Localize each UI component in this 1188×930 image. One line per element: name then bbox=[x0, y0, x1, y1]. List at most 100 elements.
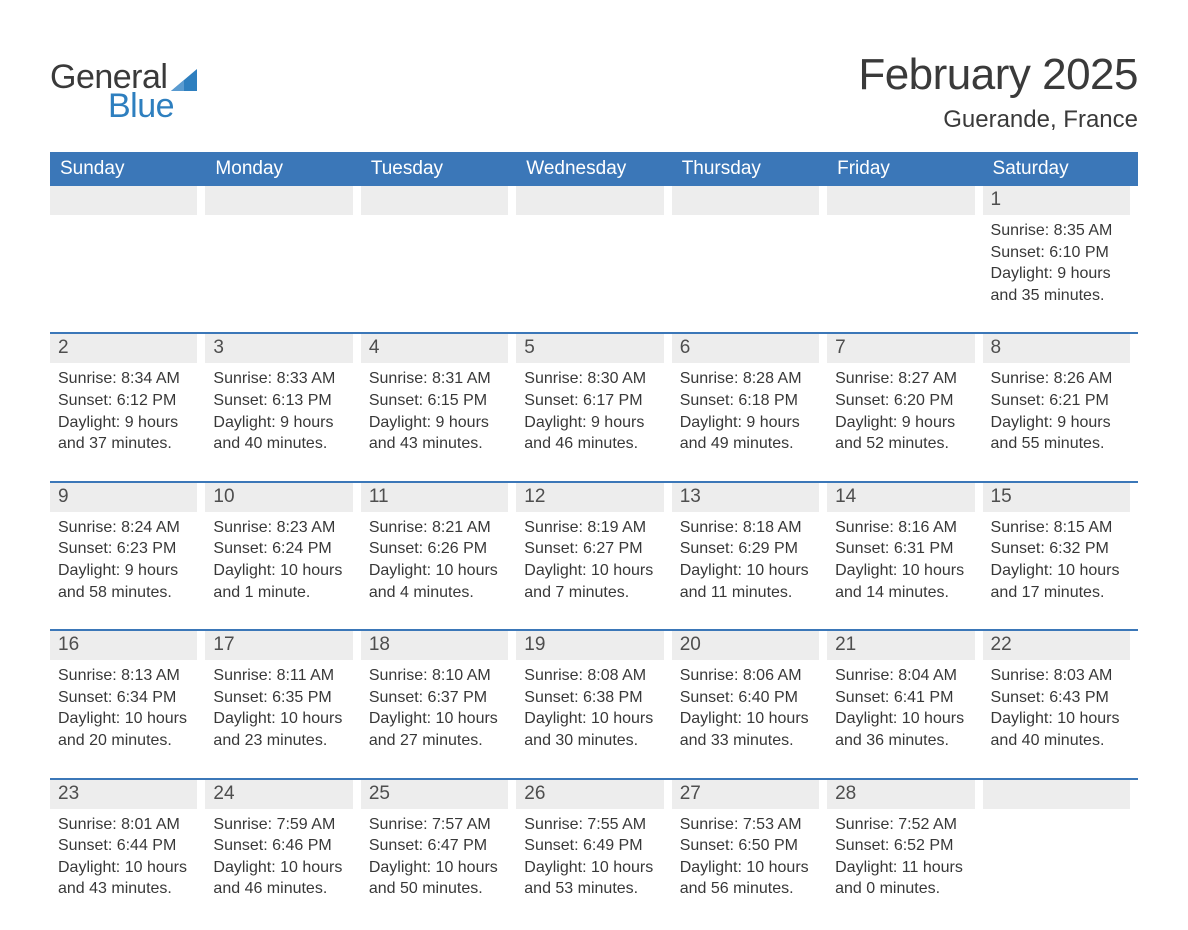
day-sunrise-line: Sunrise: 8:08 AM bbox=[524, 665, 663, 687]
day-number: 18 bbox=[361, 631, 508, 660]
day-sunset-line: Sunset: 6:38 PM bbox=[524, 687, 663, 709]
day-sunset-line: Sunset: 6:31 PM bbox=[835, 538, 974, 560]
day-daylight1-line: Daylight: 10 hours bbox=[524, 560, 663, 582]
day-sunset-line: Sunset: 6:35 PM bbox=[213, 687, 352, 709]
day-body bbox=[516, 215, 663, 300]
weekday-header-cell: Friday bbox=[827, 152, 982, 186]
day-sunrise-line: Sunrise: 8:15 AM bbox=[991, 517, 1130, 539]
day-sunrise-line: Sunrise: 7:55 AM bbox=[524, 814, 663, 836]
day-sunset-line: Sunset: 6:49 PM bbox=[524, 835, 663, 857]
day-daylight1-line: Daylight: 10 hours bbox=[213, 560, 352, 582]
day-daylight2-line: and 40 minutes. bbox=[213, 433, 352, 455]
day-daylight1-line: Daylight: 9 hours bbox=[835, 412, 974, 434]
day-daylight2-line: and 0 minutes. bbox=[835, 878, 974, 900]
day-body: Sunrise: 8:06 AMSunset: 6:40 PMDaylight:… bbox=[672, 660, 819, 751]
day-number bbox=[672, 186, 819, 215]
weekday-header-cell: Tuesday bbox=[361, 152, 516, 186]
day-sunrise-line: Sunrise: 8:31 AM bbox=[369, 368, 508, 390]
day-sunset-line: Sunset: 6:17 PM bbox=[524, 390, 663, 412]
day-body: Sunrise: 8:24 AMSunset: 6:23 PMDaylight:… bbox=[50, 512, 197, 603]
weekday-header-cell: Wednesday bbox=[516, 152, 671, 186]
day-body bbox=[827, 215, 974, 300]
day-sunset-line: Sunset: 6:52 PM bbox=[835, 835, 974, 857]
day-body: Sunrise: 8:03 AMSunset: 6:43 PMDaylight:… bbox=[983, 660, 1130, 751]
day-sunset-line: Sunset: 6:20 PM bbox=[835, 390, 974, 412]
day-body: Sunrise: 8:31 AMSunset: 6:15 PMDaylight:… bbox=[361, 363, 508, 454]
day-body: Sunrise: 8:18 AMSunset: 6:29 PMDaylight:… bbox=[672, 512, 819, 603]
day-daylight2-line: and 11 minutes. bbox=[680, 582, 819, 604]
day-daylight2-line: and 17 minutes. bbox=[991, 582, 1130, 604]
day-sunrise-line: Sunrise: 8:13 AM bbox=[58, 665, 197, 687]
day-cell: 17Sunrise: 8:11 AMSunset: 6:35 PMDayligh… bbox=[205, 629, 360, 751]
day-daylight2-line: and 23 minutes. bbox=[213, 730, 352, 752]
day-sunset-line: Sunset: 6:40 PM bbox=[680, 687, 819, 709]
day-cell bbox=[361, 186, 516, 306]
day-cell: 9Sunrise: 8:24 AMSunset: 6:23 PMDaylight… bbox=[50, 481, 205, 603]
day-sunset-line: Sunset: 6:41 PM bbox=[835, 687, 974, 709]
day-cell bbox=[983, 778, 1138, 900]
day-sunset-line: Sunset: 6:47 PM bbox=[369, 835, 508, 857]
day-sunset-line: Sunset: 6:44 PM bbox=[58, 835, 197, 857]
day-body bbox=[672, 215, 819, 300]
day-cell: 22Sunrise: 8:03 AMSunset: 6:43 PMDayligh… bbox=[983, 629, 1138, 751]
day-daylight2-line: and 49 minutes. bbox=[680, 433, 819, 455]
day-cell: 15Sunrise: 8:15 AMSunset: 6:32 PMDayligh… bbox=[983, 481, 1138, 603]
day-body: Sunrise: 8:33 AMSunset: 6:13 PMDaylight:… bbox=[205, 363, 352, 454]
day-body: Sunrise: 8:27 AMSunset: 6:20 PMDaylight:… bbox=[827, 363, 974, 454]
day-cell bbox=[205, 186, 360, 306]
day-body: Sunrise: 8:11 AMSunset: 6:35 PMDaylight:… bbox=[205, 660, 352, 751]
day-sunset-line: Sunset: 6:37 PM bbox=[369, 687, 508, 709]
day-daylight1-line: Daylight: 10 hours bbox=[991, 560, 1130, 582]
day-body: Sunrise: 8:34 AMSunset: 6:12 PMDaylight:… bbox=[50, 363, 197, 454]
day-cell: 26Sunrise: 7:55 AMSunset: 6:49 PMDayligh… bbox=[516, 778, 671, 900]
day-cell: 4Sunrise: 8:31 AMSunset: 6:15 PMDaylight… bbox=[361, 332, 516, 454]
day-cell: 25Sunrise: 7:57 AMSunset: 6:47 PMDayligh… bbox=[361, 778, 516, 900]
day-sunrise-line: Sunrise: 8:34 AM bbox=[58, 368, 197, 390]
day-body: Sunrise: 7:55 AMSunset: 6:49 PMDaylight:… bbox=[516, 809, 663, 900]
page-header: General Blue February 2025 Guerande, Fra… bbox=[50, 50, 1138, 134]
day-number bbox=[516, 186, 663, 215]
day-sunrise-line: Sunrise: 8:06 AM bbox=[680, 665, 819, 687]
day-cell: 5Sunrise: 8:30 AMSunset: 6:17 PMDaylight… bbox=[516, 332, 671, 454]
day-body: Sunrise: 7:57 AMSunset: 6:47 PMDaylight:… bbox=[361, 809, 508, 900]
day-sunrise-line: Sunrise: 8:19 AM bbox=[524, 517, 663, 539]
day-sunset-line: Sunset: 6:26 PM bbox=[369, 538, 508, 560]
day-daylight1-line: Daylight: 10 hours bbox=[369, 857, 508, 879]
day-sunrise-line: Sunrise: 8:28 AM bbox=[680, 368, 819, 390]
day-number: 12 bbox=[516, 483, 663, 512]
day-daylight1-line: Daylight: 9 hours bbox=[58, 412, 197, 434]
day-number: 28 bbox=[827, 780, 974, 809]
day-daylight2-line: and 40 minutes. bbox=[991, 730, 1130, 752]
day-number bbox=[361, 186, 508, 215]
day-sunrise-line: Sunrise: 8:04 AM bbox=[835, 665, 974, 687]
day-body: Sunrise: 7:53 AMSunset: 6:50 PMDaylight:… bbox=[672, 809, 819, 900]
day-cell: 18 Sunrise: 8:10 AMSunset: 6:37 PMDayligh… bbox=[361, 629, 516, 751]
month-title: February 2025 bbox=[858, 50, 1138, 100]
day-daylight1-line: Daylight: 10 hours bbox=[991, 708, 1130, 730]
day-body: Sunrise: 8:35 AMSunset: 6:10 PMDaylight:… bbox=[983, 215, 1130, 306]
day-sunrise-line: Sunrise: 8:10 AM bbox=[369, 665, 508, 687]
day-daylight1-line: Daylight: 10 hours bbox=[524, 857, 663, 879]
day-number: 19 bbox=[516, 631, 663, 660]
day-number: 26 bbox=[516, 780, 663, 809]
day-body: Sunrise: 8:23 AMSunset: 6:24 PMDaylight:… bbox=[205, 512, 352, 603]
day-daylight2-line: and 37 minutes. bbox=[58, 433, 197, 455]
week-row: 9Sunrise: 8:24 AMSunset: 6:23 PMDaylight… bbox=[50, 481, 1138, 603]
day-cell: 28Sunrise: 7:52 AMSunset: 6:52 PMDayligh… bbox=[827, 778, 982, 900]
day-cell: 20Sunrise: 8:06 AMSunset: 6:40 PMDayligh… bbox=[672, 629, 827, 751]
day-cell: 11Sunrise: 8:21 AMSunset: 6:26 PMDayligh… bbox=[361, 481, 516, 603]
day-cell bbox=[50, 186, 205, 306]
day-daylight1-line: Daylight: 10 hours bbox=[369, 708, 508, 730]
weekday-header-row: SundayMondayTuesdayWednesdayThursdayFrid… bbox=[50, 152, 1138, 186]
day-cell: 23Sunrise: 8:01 AMSunset: 6:44 PMDayligh… bbox=[50, 778, 205, 900]
day-daylight1-line: Daylight: 10 hours bbox=[680, 857, 819, 879]
day-cell: 13Sunrise: 8:18 AMSunset: 6:29 PMDayligh… bbox=[672, 481, 827, 603]
day-sunrise-line: Sunrise: 8:33 AM bbox=[213, 368, 352, 390]
day-number: 6 bbox=[672, 334, 819, 363]
day-cell: 6Sunrise: 8:28 AMSunset: 6:18 PMDaylight… bbox=[672, 332, 827, 454]
day-daylight1-line: Daylight: 10 hours bbox=[58, 857, 197, 879]
day-sunrise-line: Sunrise: 8:03 AM bbox=[991, 665, 1130, 687]
day-cell bbox=[827, 186, 982, 306]
day-sunrise-line: Sunrise: 8:35 AM bbox=[991, 220, 1130, 242]
day-body: Sunrise: 8:19 AMSunset: 6:27 PMDaylight:… bbox=[516, 512, 663, 603]
